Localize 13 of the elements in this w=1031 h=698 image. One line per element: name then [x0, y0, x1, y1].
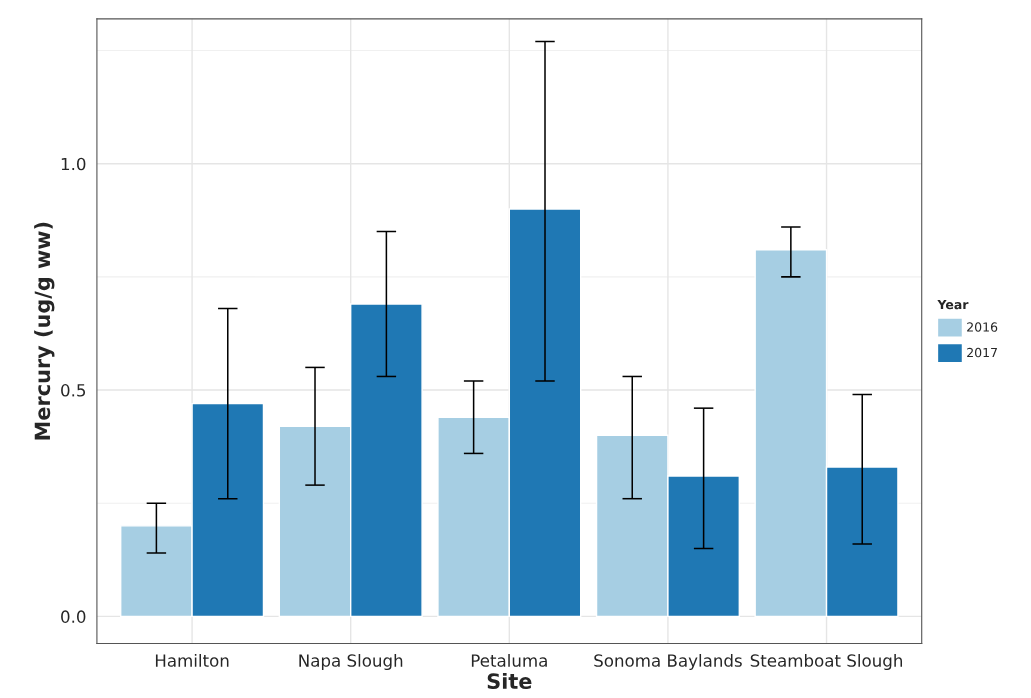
x-tick-label: Hamilton	[155, 653, 229, 667]
legend-label: 2017	[967, 347, 997, 358]
x-tick-label: Petaluma	[471, 653, 547, 667]
x-axis-title: Site	[487, 672, 532, 690]
x-tick-label: Steamboat Slough	[750, 653, 902, 671]
y-tick-label: 0.0	[61, 610, 86, 623]
legend-label: 2016	[967, 322, 998, 332]
legend-title: Year	[937, 299, 969, 310]
y-axis-title: Mercury (ug/g ww)	[34, 222, 55, 440]
y-tick-label: 1.0	[61, 157, 86, 171]
x-tick-label: Sonoma Baylands	[594, 653, 742, 671]
y-tick-label: 0.5	[61, 384, 86, 397]
x-tick-label: Napa Slough	[299, 653, 403, 671]
